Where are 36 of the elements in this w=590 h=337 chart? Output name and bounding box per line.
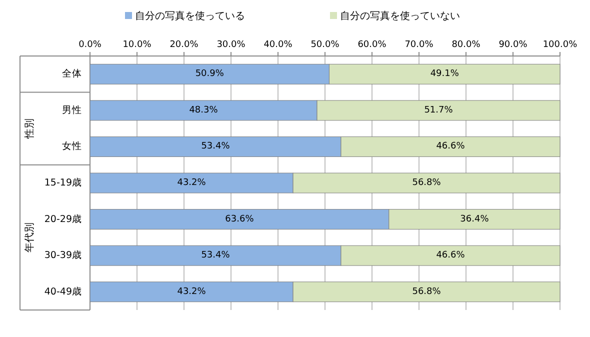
value-label: 63.6% [225,214,254,224]
xtick: 0.0% [78,40,102,50]
value-label: 49.1% [430,69,459,80]
value-label: 36.4% [460,214,489,224]
xtick: 100.0% [542,40,578,50]
category: 30-39歳 [44,250,82,262]
value-label: 46.6% [436,142,465,152]
value-label: 48.3% [189,105,218,116]
category: 全体 [62,68,82,80]
xtick: 60.0% [358,40,386,50]
category: 15-19歳 [44,178,82,188]
legend: 自分の写真を使っていない [340,11,460,22]
xtick: 10.0% [122,40,152,50]
annotation: 性別 [24,118,36,139]
value-label: 56.8% [412,178,441,188]
category: 40-49歳 [44,286,82,298]
value-label: 53.4% [201,142,230,152]
category: 女性 [62,141,82,152]
xtick: 30.0% [216,40,246,50]
value-label: 43.2% [177,178,206,188]
value-label: 46.6% [436,250,465,261]
annotation: 年代別 [24,222,36,252]
xtick: 20.0% [170,40,198,50]
category: 20-29歳 [44,214,82,225]
value-label: 51.7% [424,105,453,116]
value-label: 43.2% [177,286,206,297]
xtick: 90.0% [498,40,528,50]
category: 男性 [62,104,82,116]
value-label: 53.4% [201,250,230,261]
xtick: 50.0% [310,40,340,50]
value-label: 56.8% [412,286,441,297]
xtick: 80.0% [452,40,480,50]
value-label: 50.9% [195,69,224,80]
legend: 自分の写真を使っている [135,11,245,22]
xtick: 70.0% [404,40,434,50]
xtick: 40.0% [264,40,292,50]
